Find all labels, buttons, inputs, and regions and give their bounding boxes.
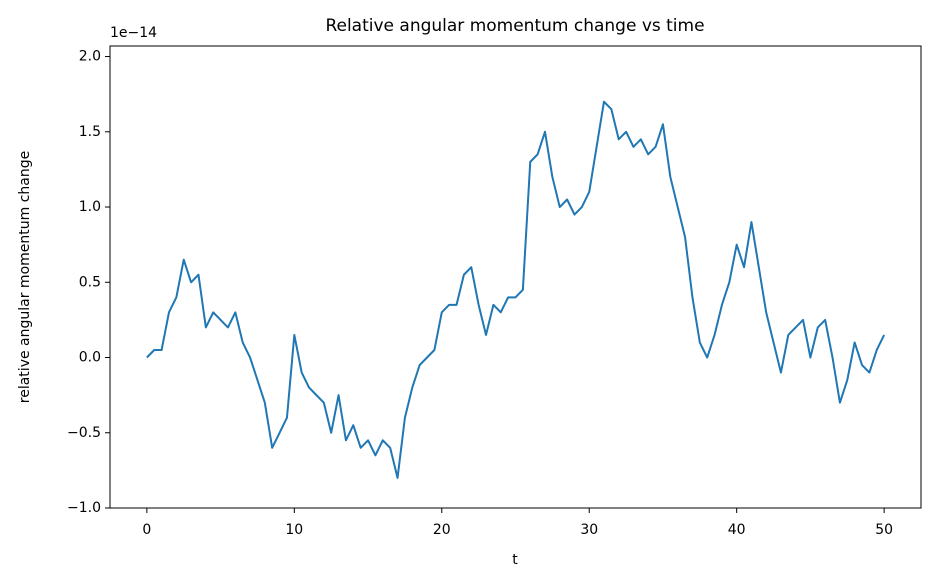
data-line [146, 100, 886, 479]
chart-title: Relative angular momentum change vs time [325, 16, 704, 36]
y-axis-label: relative angular momentum change [17, 151, 33, 403]
x-tick-label: 10 [285, 522, 303, 538]
y-offset-label: 1e−14 [110, 25, 157, 41]
y-tick-label: 1.0 [79, 199, 101, 215]
y-tick-label: 0.5 [79, 274, 101, 290]
y-tick-label: 2.0 [79, 49, 101, 65]
x-axis-label: t [512, 552, 518, 568]
x-tick-label: 40 [728, 522, 746, 538]
plot-frame [109, 45, 922, 509]
y-tick-label: −0.5 [67, 425, 101, 441]
x-tick-label: 20 [433, 522, 451, 538]
y-tick-label: 0.0 [79, 350, 101, 366]
y-tick-label: −1.0 [67, 500, 101, 516]
x-tick-label: 50 [875, 522, 893, 538]
x-tick-label: 0 [142, 522, 151, 538]
x-tick-label: 30 [580, 522, 598, 538]
y-tick-label: 1.5 [79, 124, 101, 140]
